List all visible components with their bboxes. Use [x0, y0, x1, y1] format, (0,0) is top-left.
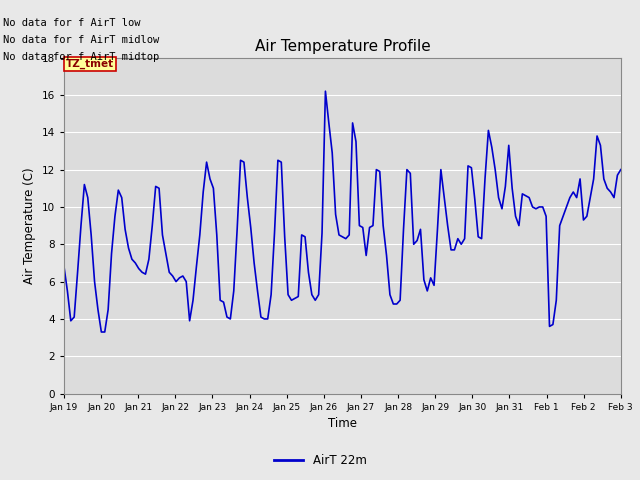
Text: TZ_tmet: TZ_tmet	[66, 59, 114, 69]
Text: No data for f AirT midtop: No data for f AirT midtop	[3, 52, 159, 62]
Text: No data for f AirT low: No data for f AirT low	[3, 18, 141, 28]
Y-axis label: Air Temperature (C): Air Temperature (C)	[23, 168, 36, 284]
Title: Air Temperature Profile: Air Temperature Profile	[255, 39, 430, 54]
Text: No data for f AirT midlow: No data for f AirT midlow	[3, 35, 159, 45]
X-axis label: Time: Time	[328, 417, 357, 430]
Legend: AirT 22m: AirT 22m	[269, 449, 371, 472]
